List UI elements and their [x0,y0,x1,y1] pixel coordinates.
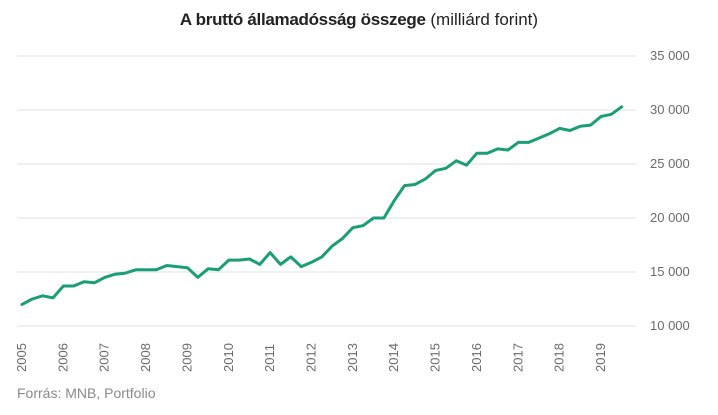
y-tick-label: 10 000 [650,318,690,333]
x-tick-label: 2010 [221,343,236,372]
x-tick-label: 2019 [593,343,608,372]
x-tick-label: 2008 [138,343,153,372]
x-tick-label: 2011 [262,344,277,372]
x-tick-label: 2009 [179,343,194,372]
y-axis-ticks: 10 000 15 000 20 000 25 000 30 000 35 000 [650,48,690,333]
chart-title-main: A bruttó államadósság összege [179,10,426,29]
x-tick-label: 2017 [510,343,525,372]
x-tick-label: 2014 [386,343,401,372]
x-axis-ticks: 2005 2006 2007 2008 2009 2010 2011 2012 2013 2014… [14,343,608,372]
x-tick-label: 2018 [552,343,567,372]
y-tick-label: 30 000 [650,102,690,117]
x-tick-label: 2013 [345,343,360,372]
y-tick-label: 25 000 [650,156,690,171]
chart-title: A bruttó államadósság összege (milliárd … [0,10,718,30]
source-note: Forrás: MNB, Portfolio [17,385,156,401]
x-tick-label: 2006 [55,343,70,372]
x-tick-label: 2016 [469,343,484,372]
x-tick-label: 2005 [14,343,29,372]
x-tick-label: 2007 [97,343,112,372]
grid-layer [17,55,636,327]
chart-title-unit: (milliárd forint) [430,10,539,29]
x-tick-label: 2012 [303,343,318,372]
y-tick-label: 15 000 [650,264,690,279]
series-line [20,105,624,306]
x-tick-label: 2015 [428,343,443,372]
y-tick-label: 20 000 [650,210,690,225]
series-layer [20,105,624,306]
y-tick-label: 35 000 [650,48,690,63]
